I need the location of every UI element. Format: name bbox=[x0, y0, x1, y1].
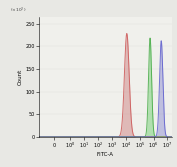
X-axis label: FITC-A: FITC-A bbox=[97, 152, 114, 157]
Y-axis label: Count: Count bbox=[18, 69, 23, 85]
Text: $(\times10^2)$: $(\times10^2)$ bbox=[10, 6, 26, 16]
